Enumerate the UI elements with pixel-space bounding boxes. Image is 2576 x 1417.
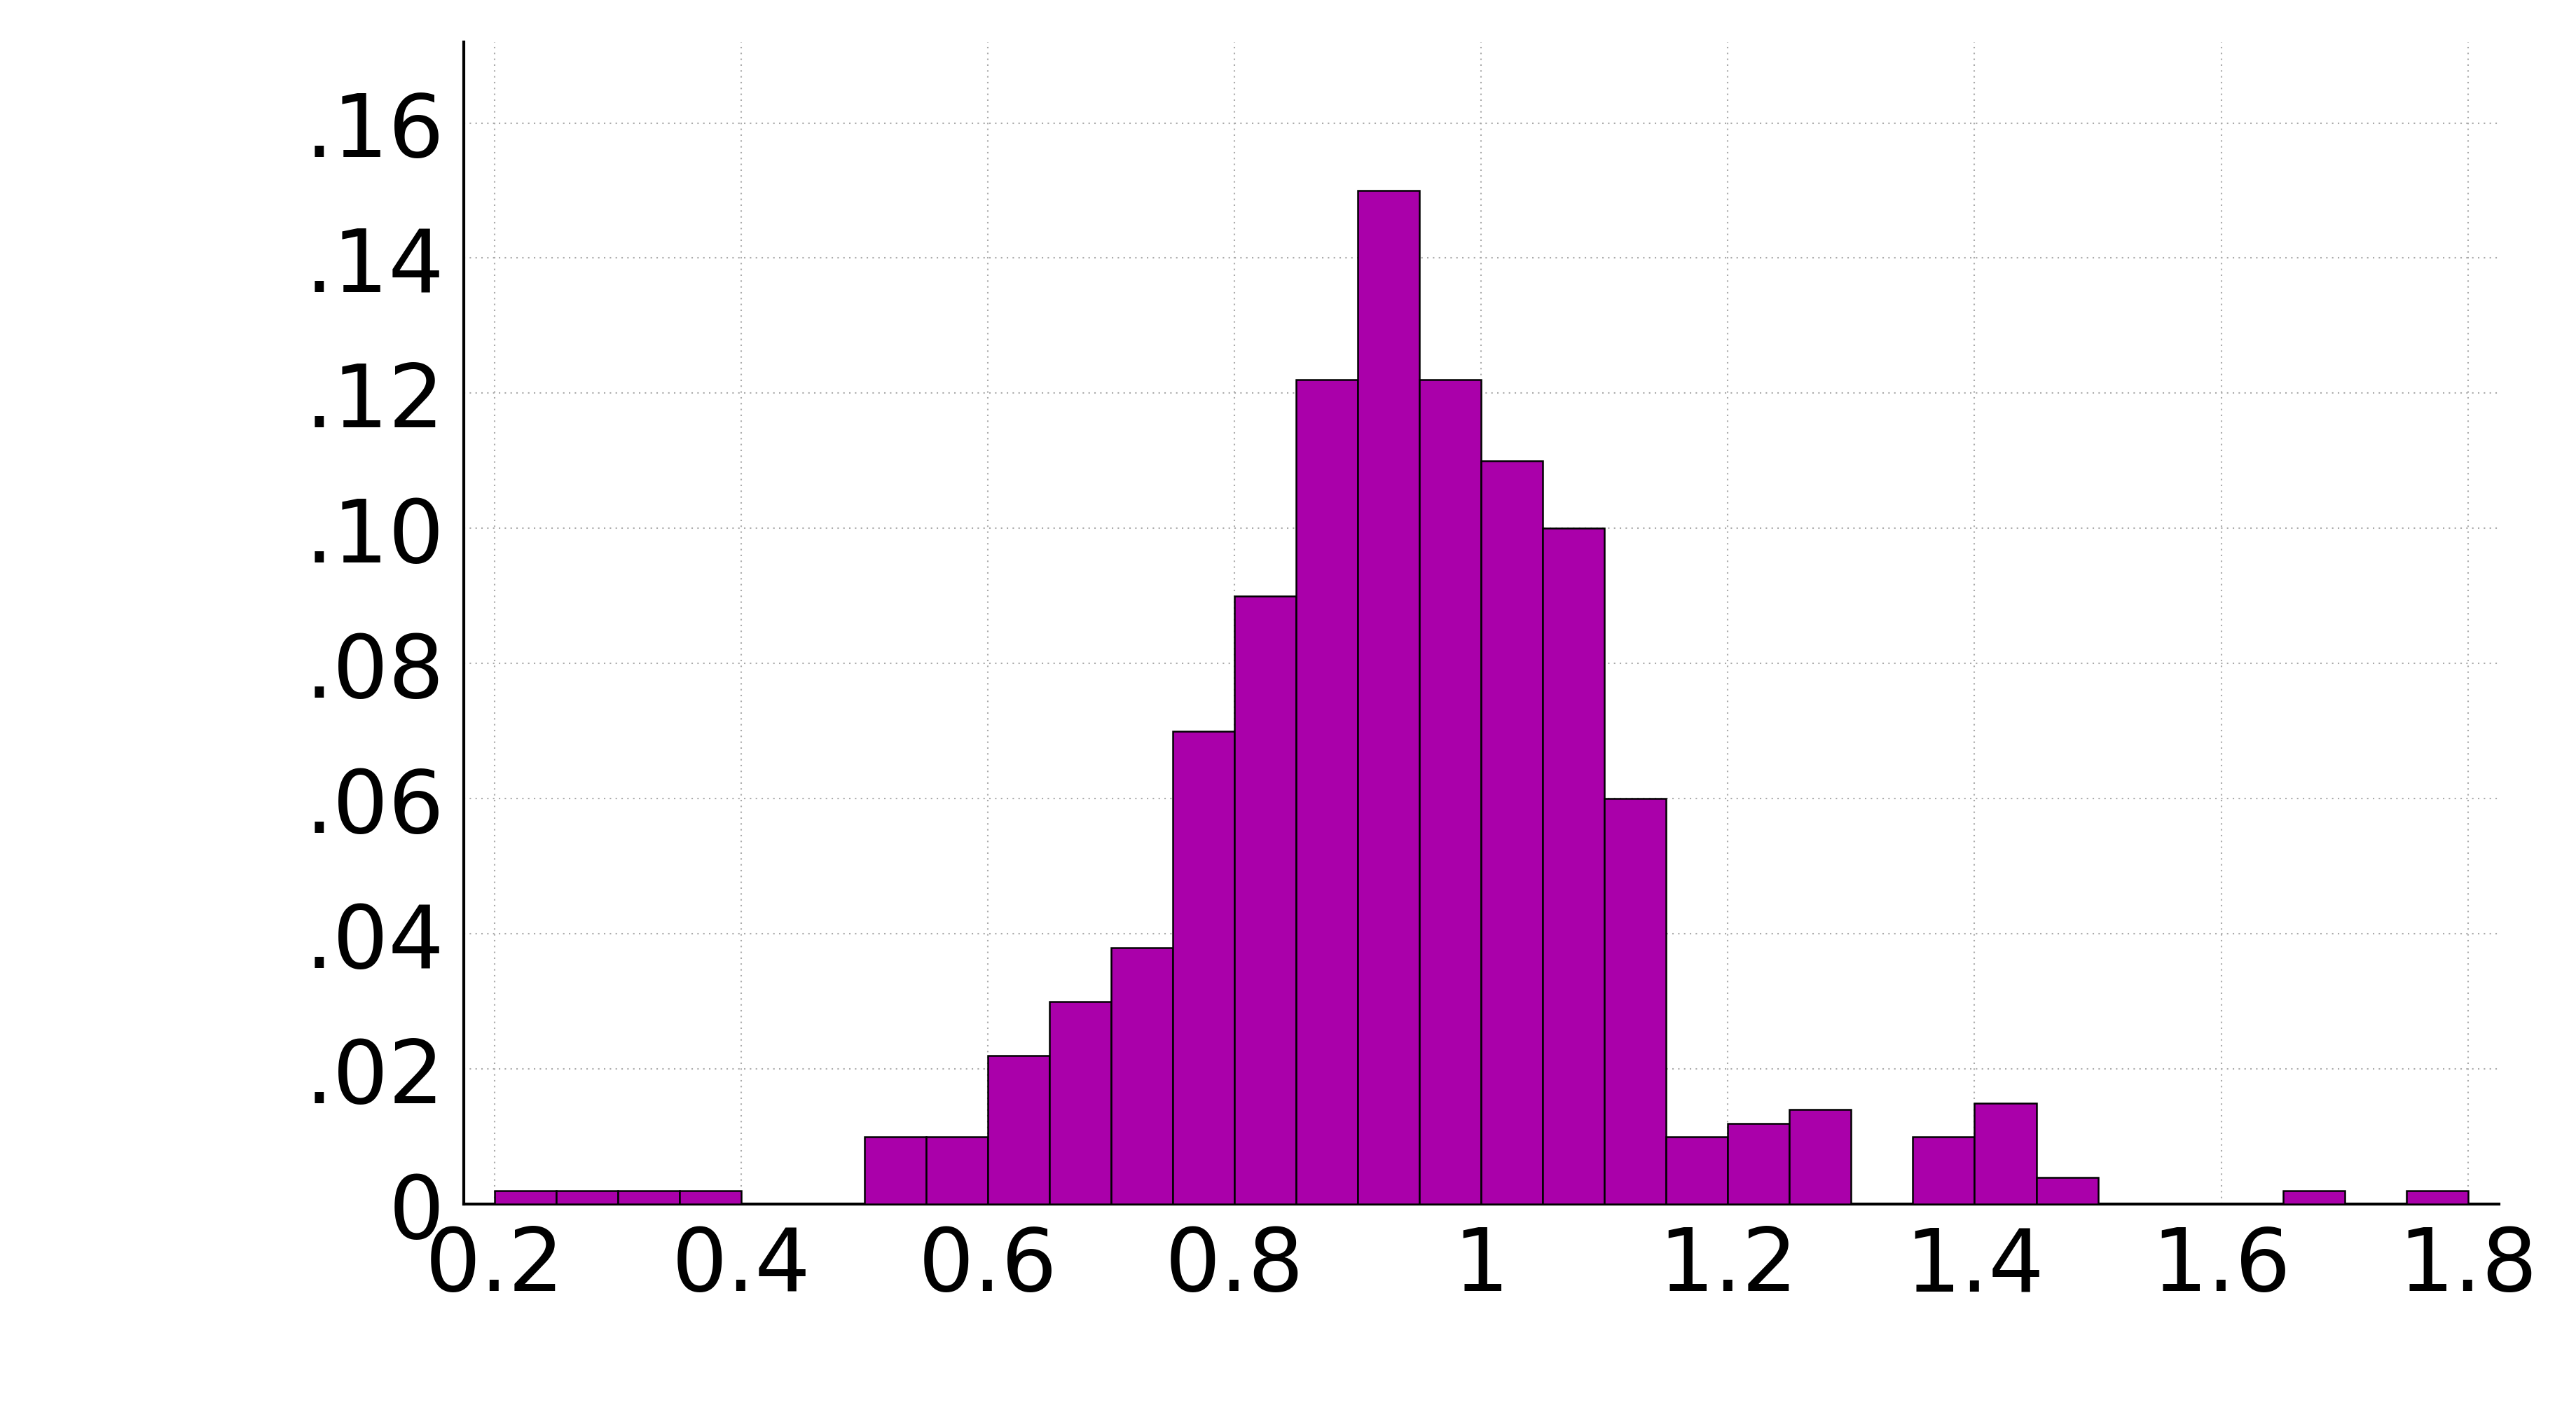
Bar: [987, 1056, 1048, 1204]
Bar: [2406, 1190, 2468, 1204]
Bar: [1914, 1136, 1976, 1204]
Bar: [1172, 731, 1234, 1204]
Bar: [866, 1136, 927, 1204]
Bar: [495, 1190, 556, 1204]
Bar: [1667, 1136, 1728, 1204]
Bar: [680, 1190, 742, 1204]
Bar: [1605, 799, 1667, 1204]
Bar: [1976, 1102, 2035, 1204]
Bar: [2282, 1190, 2344, 1204]
Bar: [1234, 597, 1296, 1204]
Bar: [1543, 529, 1605, 1204]
Bar: [1048, 1002, 1110, 1204]
Bar: [1481, 462, 1543, 1204]
Bar: [1790, 1110, 1852, 1204]
Bar: [1296, 380, 1358, 1204]
Bar: [618, 1190, 680, 1204]
Bar: [1358, 191, 1419, 1204]
Bar: [1419, 380, 1481, 1204]
Bar: [1728, 1124, 1790, 1204]
Bar: [556, 1190, 618, 1204]
Bar: [927, 1136, 987, 1204]
Bar: [1110, 948, 1172, 1204]
Bar: [2035, 1178, 2097, 1204]
